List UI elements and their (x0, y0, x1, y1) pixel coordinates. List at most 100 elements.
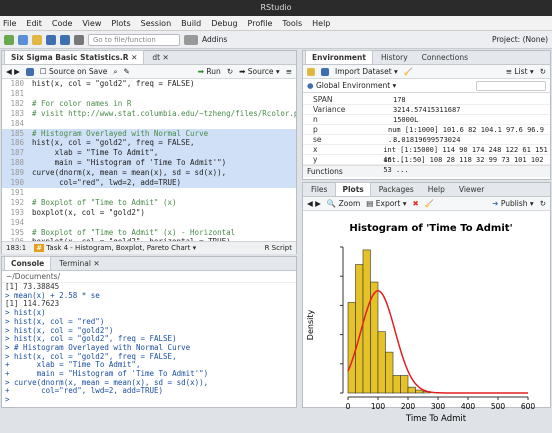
console-line: [1] 73.38845 (5, 282, 60, 291)
tab-history[interactable]: History (380, 53, 408, 62)
line-number: 187 (10, 148, 24, 158)
menu-help[interactable]: Help (312, 18, 331, 28)
editor-tabs: Six Sigma Basic Statistics.R ✕ dt ✕ (2, 50, 296, 65)
console-line: > curve(dnorm(x, mean = mean(x), sd = sd… (5, 377, 209, 387)
environment-row[interactable]: se 8.01819699573024 (303, 135, 550, 145)
run-button[interactable]: ➡ Run (197, 67, 221, 76)
tab-plots[interactable]: Plots (335, 182, 371, 196)
project-menu[interactable]: Project: (None) (492, 35, 548, 44)
console-line: > mean(x) + 2.58 * se (5, 290, 100, 300)
grid-icon[interactable] (184, 34, 198, 45)
section-navigator[interactable]: # Task 4 - Histogram, Boxplot, Pareto Ch… (34, 244, 197, 252)
variable-value: int [1:50] 108 28 118 32 99 73 101 102 5… (383, 156, 544, 174)
source-on-save-checkbox[interactable]: ☐ Source on Save (39, 67, 108, 76)
tab-dt[interactable]: dt ✕ (152, 53, 169, 62)
variable-name: SPAN (313, 95, 333, 104)
code-text: main = "Histogram of 'Time To Admit'") (32, 158, 227, 168)
code-line: 191 (2, 188, 296, 198)
tab-connections[interactable]: Connections (421, 53, 468, 62)
environment-row[interactable]: SPAN 178 (303, 95, 550, 105)
code-text: boxplot(x, col = "gold2", horizontal = T… (32, 237, 231, 241)
publish-button[interactable]: ➜ Publish ▾ (492, 199, 534, 208)
menu-debug[interactable]: Debug (211, 18, 238, 28)
refresh-icon[interactable]: ↻ (539, 67, 546, 76)
remove-plot-icon[interactable]: ✖ (412, 199, 419, 208)
plots-toolbar: ◀ ▶ 🔍 Zoom ▤ Export ▾ ✖ 🧹 ➜ Publish ▾ ↻ (303, 197, 550, 211)
environment-row[interactable]: p num [1:1000] 101.6 82 104.1 97.6 96.9 .… (303, 125, 550, 144)
rerun-icon[interactable]: ↻ (226, 67, 234, 76)
file-type-menu[interactable]: R Script (264, 244, 292, 252)
code-text: curve(dnorm(x, mean = mean(x), sd = sd(x… (32, 168, 227, 178)
code-text: col="red", lwd=2, add=TRUE) (32, 178, 182, 187)
save-all-icon[interactable] (60, 34, 70, 45)
line-number: 194 (10, 217, 24, 227)
line-number: 181 (10, 88, 24, 98)
x-tick-label: 500 (491, 402, 506, 411)
menu-tools[interactable]: Tools (282, 18, 303, 28)
plot-nav-icon[interactable]: ◀ ▶ (307, 199, 321, 208)
tab-viewer[interactable]: Viewer (458, 185, 485, 194)
wand-icon[interactable]: ✎ (123, 67, 130, 76)
global-environment-menu[interactable]: ● Global Environment ▾ (307, 81, 397, 90)
addins-menu[interactable]: Addins (202, 35, 228, 44)
menu-profile[interactable]: Profile (247, 18, 273, 28)
environment-search-input[interactable] (476, 80, 546, 91)
export-button[interactable]: ▤ Export ▾ (366, 199, 407, 208)
code-line: 185 # Histogram Overlayed with Normal Cur… (2, 128, 296, 139)
menu-bar: File Edit Code View Plots Session Build Debug Pr… (0, 16, 552, 31)
load-workspace-icon[interactable] (307, 67, 315, 76)
tab-console[interactable]: Console (4, 256, 52, 270)
tab-terminal[interactable]: Terminal ✕ (59, 259, 100, 268)
save-script-icon[interactable] (25, 67, 34, 76)
tab-environment[interactable]: Environment (305, 50, 373, 64)
back-icon[interactable]: ◀ ▶ (6, 67, 20, 76)
zoom-button[interactable]: 🔍 Zoom (326, 199, 361, 208)
tab-help[interactable]: Help (427, 185, 445, 194)
environment-row[interactable]: n 15000L (303, 115, 550, 125)
environment-row[interactable]: y int [1:50] 108 28 118 32 99 73 101 102 … (303, 155, 550, 174)
code-text: # Boxplot of "Time to Admit" (x) (32, 197, 177, 207)
clear-plots-icon[interactable]: 🧹 (424, 199, 435, 208)
line-number: 196 (2, 237, 24, 241)
broom-icon[interactable]: 🧹 (403, 67, 414, 76)
code-text: # Histogram Overlayed with Normal Curve (32, 128, 209, 138)
menu-code[interactable]: Code (51, 18, 73, 28)
x-tick-label: 100 (371, 402, 386, 411)
source-button[interactable]: ➡ Source ▾ (239, 67, 280, 76)
new-project-icon[interactable] (18, 34, 28, 45)
tab-packages[interactable]: Packages (378, 185, 414, 194)
y-axis (340, 246, 344, 394)
tab-files[interactable]: Files (311, 185, 328, 194)
menu-file[interactable]: File (3, 18, 17, 28)
variable-name: se (313, 135, 322, 144)
new-file-icon[interactable] (4, 34, 14, 45)
code-line: 189 curve(dnorm(x, mean = mean(x), sd = s… (2, 168, 296, 179)
code-text: xlab = "Time To Admit", (32, 148, 159, 158)
outline-icon[interactable]: ≡ (285, 67, 292, 76)
environment-row[interactable]: x int [1:15000] 114 90 174 248 122 61 151… (303, 145, 550, 164)
refresh-plot-icon[interactable]: ↻ (539, 199, 546, 208)
environment-row[interactable]: Variance 3214.57415311687 (303, 105, 550, 115)
tab-six-sigma-script[interactable]: Six Sigma Basic Statistics.R ✕ (4, 50, 145, 64)
menu-view[interactable]: View (82, 18, 102, 28)
histogram-bar (400, 375, 409, 394)
window-title: RStudio (260, 3, 292, 12)
variable-value: 3214.57415311687 (393, 106, 461, 114)
code-line: 187 xlab = "Time To Admit", (2, 148, 296, 159)
code-text: hist(x, col = "gold2", freq = FALSE, (32, 138, 195, 148)
print-icon[interactable] (74, 34, 84, 45)
code-editor[interactable]: 180 hist(x, col = "gold2", freq = FALSE) 1… (2, 79, 296, 241)
search-icon[interactable]: ⌕ (113, 66, 118, 76)
list-view-menu[interactable]: ≡ List ▾ (505, 67, 534, 76)
menu-build[interactable]: Build (181, 18, 202, 28)
menu-session[interactable]: Session (140, 18, 172, 28)
goto-file-input[interactable]: Go to file/function (88, 33, 180, 46)
import-dataset-button[interactable]: Import Dataset ▾ (335, 67, 398, 76)
code-line: 194 (2, 218, 296, 228)
open-file-icon[interactable] (32, 34, 42, 45)
save-workspace-icon[interactable] (321, 67, 329, 76)
save-icon[interactable] (46, 34, 56, 45)
menu-plots[interactable]: Plots (111, 18, 131, 28)
menu-edit[interactable]: Edit (26, 18, 42, 28)
console-output[interactable]: [1] 73.38845 > mean(x) + 2.58 * se [1] 114… (2, 282, 296, 405)
